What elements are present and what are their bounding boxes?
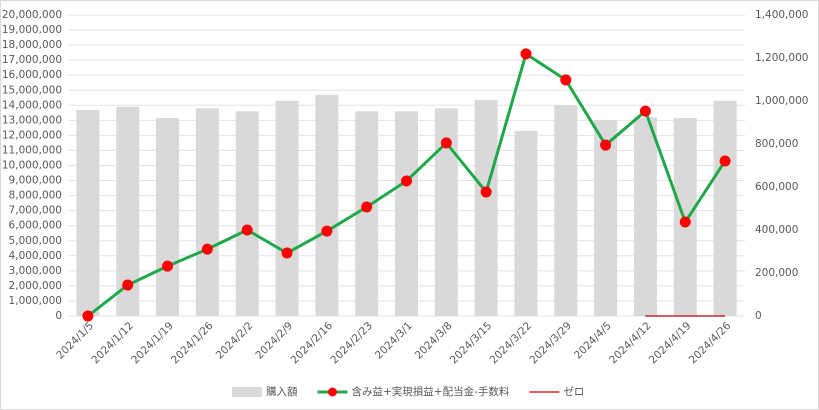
y-tick-label: 3,000,000 <box>9 265 62 277</box>
legend-marker <box>328 387 337 397</box>
y-tick-label: 12,000,000 <box>2 129 62 141</box>
marker <box>122 279 134 291</box>
bar <box>713 100 737 316</box>
y2-tick-label: 1,400,000 <box>755 9 808 21</box>
bar <box>156 118 180 316</box>
y-tick-label: 2,000,000 <box>9 280 62 292</box>
y-tick-label: 8,000,000 <box>9 190 62 202</box>
y-tick-label: 10,000,000 <box>2 160 62 172</box>
marker <box>241 224 253 236</box>
marker <box>719 155 731 167</box>
marker <box>162 260 174 272</box>
bar <box>195 108 219 316</box>
y-tick-label: 17,000,000 <box>2 54 62 66</box>
bar <box>434 108 458 316</box>
legend-label: ゼロ <box>563 386 584 398</box>
y-tick-label: 14,000,000 <box>2 99 62 111</box>
y-tick-label: 13,000,000 <box>2 114 62 126</box>
legend-item: 含み益+実現損益+配当金-手数料 <box>317 385 510 398</box>
marker <box>600 139 612 151</box>
y-tick-label: 16,000,000 <box>2 69 62 81</box>
y-tick-label: 7,000,000 <box>9 205 62 217</box>
y-tick-label: 20,000,000 <box>2 9 62 21</box>
legend-label: 含み益+実現損益+配当金-手数料 <box>352 385 510 398</box>
y2-tick-label: 800,000 <box>755 138 798 150</box>
y-tick-label: 11,000,000 <box>2 144 62 156</box>
marker <box>639 105 651 117</box>
marker <box>480 186 492 198</box>
y2-tick-label: 1,000,000 <box>755 95 808 107</box>
legend-label: 購入額 <box>266 385 298 398</box>
bar <box>594 120 618 316</box>
bar <box>235 111 259 316</box>
marker <box>201 243 213 255</box>
bar <box>395 111 418 316</box>
legend-swatch <box>232 387 262 397</box>
bar <box>514 130 538 316</box>
marker <box>520 48 532 60</box>
bar <box>554 105 578 316</box>
marker <box>82 310 94 322</box>
y2-tick-label: 0 <box>755 310 762 322</box>
y2-tick-label: 600,000 <box>755 181 798 193</box>
bar <box>633 117 657 316</box>
y-tick-label: 0 <box>55 310 62 322</box>
marker <box>440 137 452 149</box>
bar <box>474 100 498 316</box>
marker <box>679 216 691 228</box>
y2-tick-label: 200,000 <box>755 267 798 279</box>
bar <box>116 106 140 317</box>
marker <box>361 201 373 213</box>
marker <box>281 247 293 259</box>
legend-item: ゼロ <box>529 386 584 398</box>
bar <box>275 100 299 316</box>
marker <box>321 225 333 237</box>
bar <box>315 94 339 316</box>
y-tick-label: 1,000,000 <box>9 295 62 307</box>
y-tick-label: 5,000,000 <box>9 235 62 247</box>
y-tick-label: 9,000,000 <box>9 175 62 187</box>
y-tick-label: 4,000,000 <box>9 250 62 262</box>
bar <box>76 109 100 316</box>
y-tick-label: 15,000,000 <box>2 84 62 96</box>
bar <box>355 111 379 316</box>
y2-tick-label: 1,200,000 <box>755 52 808 64</box>
y2-tick-label: 400,000 <box>755 224 798 236</box>
y-tick-label: 6,000,000 <box>9 220 62 232</box>
marker <box>560 74 572 86</box>
y-tick-label: 18,000,000 <box>2 39 62 51</box>
y-tick-label: 19,000,000 <box>2 24 62 36</box>
legend-item: 購入額 <box>232 385 298 398</box>
marker <box>401 175 412 187</box>
